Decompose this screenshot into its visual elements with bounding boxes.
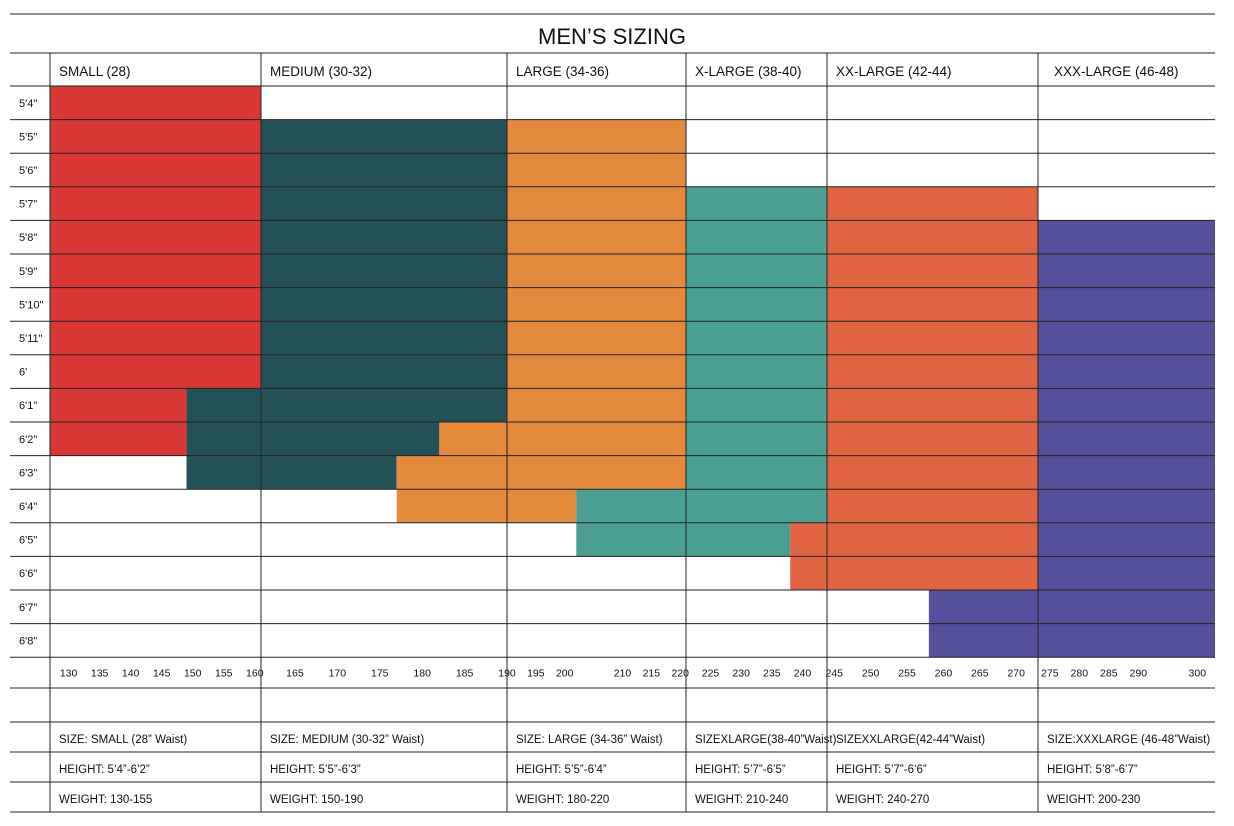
summary-size-medium: SIZE: MEDIUM (30-32” Waist) xyxy=(270,734,424,746)
height-label: 6'5" xyxy=(19,535,37,547)
weight-tick-labels: 130 135 140 145 150 155 160 165 170 175 180 185 190 1… xyxy=(60,668,1206,680)
weight-tick: 130 xyxy=(60,668,78,680)
height-label: 6' xyxy=(19,367,27,379)
region-large-3 xyxy=(396,489,577,523)
header-small: SMALL (28) xyxy=(59,64,131,79)
height-label: 5'10" xyxy=(19,299,43,311)
weight-tick: 220 xyxy=(671,668,689,680)
height-label: 6'6" xyxy=(19,568,37,580)
height-label: 5'9" xyxy=(19,266,37,278)
summary-weight-medium: WEIGHT: 150-190 xyxy=(270,794,363,806)
summary-size-small: SIZE: SMALL (28” Waist) xyxy=(59,734,187,746)
weight-tick: 245 xyxy=(826,668,844,680)
summary-weight-xl: WEIGHT: 210-240 xyxy=(695,794,788,806)
weight-tick: 260 xyxy=(935,668,953,680)
summary-size-xxxl: SIZE:XXXLARGE (46-48”Waist) xyxy=(1047,734,1210,746)
height-label: 5'11" xyxy=(19,333,43,345)
summary-height-large: HEIGHT: 5’5”-6’4” xyxy=(516,764,607,776)
summary-height-small: HEIGHT: 5’4”-6’2” xyxy=(59,764,150,776)
weight-tick: 155 xyxy=(215,668,233,680)
height-label: 5'5" xyxy=(19,131,37,143)
weight-tick: 235 xyxy=(763,668,781,680)
weight-tick: 200 xyxy=(556,668,574,680)
header-xl: X-LARGE (38-40) xyxy=(695,64,802,79)
weight-tick: 210 xyxy=(614,668,632,680)
weight-tick: 150 xyxy=(184,668,202,680)
summary-table: SIZE: SMALL (28” Waist) SIZE: MEDIUM (30-… xyxy=(59,734,1210,806)
weight-tick: 240 xyxy=(794,668,812,680)
height-label: 6'8" xyxy=(19,635,37,647)
weight-tick: 300 xyxy=(1189,668,1207,680)
region-xl-2 xyxy=(576,522,791,557)
weight-tick: 290 xyxy=(1130,668,1148,680)
weight-tick: 215 xyxy=(643,668,661,680)
summary-weight-large: WEIGHT: 180-220 xyxy=(516,794,609,806)
size-regions xyxy=(50,86,1215,658)
summary-weight-xxxl: WEIGHT: 200-230 xyxy=(1047,794,1140,806)
summary-size-xl: SIZEXLARGE(38-40”Waist) xyxy=(695,734,837,746)
height-label: 5'8" xyxy=(19,232,37,244)
weight-tick: 170 xyxy=(329,668,347,680)
weight-tick: 275 xyxy=(1041,668,1059,680)
summary-height-medium: HEIGHT: 5’5”-6’3” xyxy=(270,764,361,776)
height-label: 6'4" xyxy=(19,501,37,513)
weight-tick: 135 xyxy=(91,668,109,680)
weight-tick: 250 xyxy=(862,668,880,680)
weight-tick: 255 xyxy=(898,668,916,680)
region-large-2 xyxy=(396,455,686,490)
chart-title: MEN’S SIZING xyxy=(538,24,686,49)
header-medium: MEDIUM (30-32) xyxy=(270,64,372,79)
height-label: 5'4" xyxy=(19,98,37,110)
weight-tick: 165 xyxy=(286,668,304,680)
summary-size-large: SIZE: LARGE (34-36” Waist) xyxy=(516,734,663,746)
height-label: 5'6" xyxy=(19,165,37,177)
grid-lines xyxy=(10,13,1215,813)
weight-tick: 160 xyxy=(246,668,264,680)
weight-tick: 285 xyxy=(1100,668,1118,680)
height-label: 5'7" xyxy=(19,199,37,211)
weight-tick: 270 xyxy=(1007,668,1025,680)
summary-weight-xxl: WEIGHT: 240-270 xyxy=(836,794,929,806)
height-label: 6'7" xyxy=(19,602,37,614)
weight-tick: 230 xyxy=(732,668,750,680)
height-label: 6'3" xyxy=(19,467,37,479)
summary-height-xxl: HEIGHT: 5’7”-6’6” xyxy=(836,764,927,776)
summary-height-xxxl: HEIGHT: 5’8”-6’7” xyxy=(1047,764,1138,776)
weight-tick: 145 xyxy=(153,668,171,680)
weight-tick: 185 xyxy=(456,668,474,680)
region-small-0 xyxy=(50,86,261,389)
weight-tick: 175 xyxy=(371,668,389,680)
region-medium-2 xyxy=(186,455,397,490)
height-label: 6'2" xyxy=(19,434,37,446)
region-xxxl-0 xyxy=(1038,220,1215,658)
region-xl-1 xyxy=(576,489,686,523)
weight-tick: 265 xyxy=(971,668,989,680)
weight-tick: 195 xyxy=(527,668,545,680)
summary-height-xl: HEIGHT: 5’7”-6’5” xyxy=(695,764,786,776)
size-headers: SMALL (28) MEDIUM (30-32) LARGE (34-36) X-L… xyxy=(59,64,1179,79)
height-labels: 5'4" 5'5" 5'6" 5'7" 5'8" 5'9" 5'10" 5'11" 6' 6'1"… xyxy=(19,98,43,648)
header-large: LARGE (34-36) xyxy=(516,64,609,79)
region-large-1 xyxy=(439,422,507,456)
weight-tick: 180 xyxy=(413,668,431,680)
weight-tick: 140 xyxy=(122,668,140,680)
summary-size-xxl: SIZEXXLARGE(42-44”Waist) xyxy=(836,734,985,746)
height-label: 6'1" xyxy=(19,400,37,412)
weight-tick: 225 xyxy=(702,668,720,680)
header-xxxl: XXX-LARGE (46-48) xyxy=(1054,64,1179,79)
weight-tick: 190 xyxy=(498,668,516,680)
summary-weight-small: WEIGHT: 130-155 xyxy=(59,794,152,806)
weight-tick: 280 xyxy=(1071,668,1089,680)
header-xxl: XX-LARGE (42-44) xyxy=(836,64,952,79)
